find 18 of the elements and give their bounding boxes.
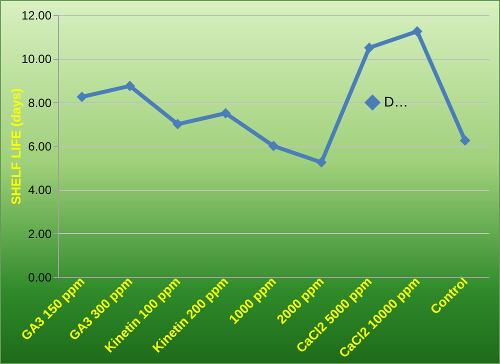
y-tick-label: 12.00 [21,8,52,22]
y-tick-label: 2.00 [28,226,52,241]
point [172,118,183,130]
y-tick-label: 0.00 [28,270,52,284]
point [220,108,231,118]
point [268,140,279,152]
point [316,157,327,168]
point [460,135,470,146]
point [364,42,375,53]
y-tick-label: 4.00 [28,183,52,198]
point [124,80,136,92]
point [76,92,88,102]
y-tick-label: 10.00 [21,52,52,66]
y-tick-label: 8.00 [28,96,52,110]
point [412,26,422,37]
y-axis-title: SHELF LIFE (days) [8,88,24,205]
legend-label: D… [384,94,408,110]
y-tick-label: 6.00 [28,140,52,154]
